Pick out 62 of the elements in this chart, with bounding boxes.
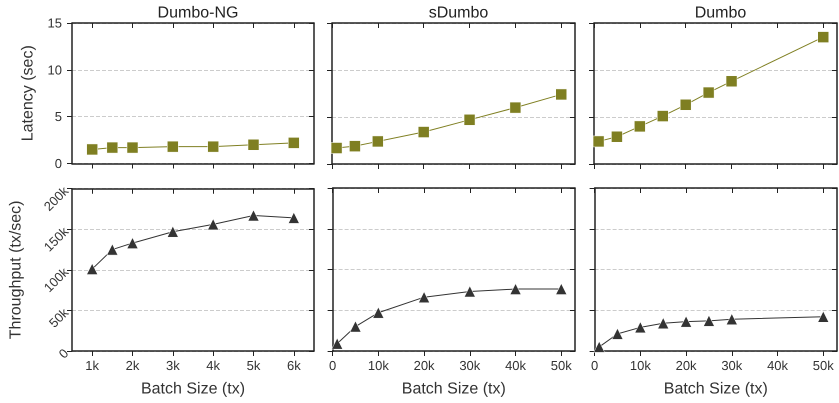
x-tick-label: 2k xyxy=(126,358,140,373)
point xyxy=(510,283,522,295)
point xyxy=(634,322,646,334)
point xyxy=(726,76,738,88)
point xyxy=(464,114,476,126)
point xyxy=(372,306,384,318)
point xyxy=(702,86,714,98)
x-tick-label: 6k xyxy=(286,358,302,373)
x-tick-label: 10k xyxy=(368,358,390,373)
x-tick-label: 50k xyxy=(550,358,572,373)
point xyxy=(680,99,692,111)
chart-title: sDumbo xyxy=(428,4,488,22)
point xyxy=(349,140,361,152)
point xyxy=(817,31,829,43)
point xyxy=(657,318,669,330)
point xyxy=(510,102,522,114)
chart-title: Dumbo-NG xyxy=(158,4,238,22)
y-tick-label: 10 xyxy=(48,62,62,78)
point xyxy=(611,130,623,142)
y-tick-label: 50k xyxy=(46,304,72,331)
point xyxy=(350,320,362,332)
point xyxy=(818,311,830,323)
chart-title: Dumbo xyxy=(694,4,746,22)
point xyxy=(556,283,568,295)
point xyxy=(612,328,624,340)
point xyxy=(418,126,430,138)
y-axis-title: Throughput (tx/sec) xyxy=(8,200,24,340)
y-tick-label: 15 xyxy=(48,16,62,30)
y-axis-title: Latency (sec) xyxy=(20,45,36,142)
point xyxy=(464,286,476,298)
x-tick-label: 20k xyxy=(414,358,436,373)
point xyxy=(703,315,715,327)
point xyxy=(331,338,343,350)
point xyxy=(372,136,384,148)
x-axis-title: Batch Size (tx) xyxy=(140,380,246,398)
point xyxy=(657,110,669,122)
point xyxy=(634,120,646,132)
y-tick-label: 0 xyxy=(56,346,72,362)
x-tick-label: 30k xyxy=(459,358,481,373)
x-tick-label: 10k xyxy=(630,358,652,373)
x-tick-label: 5k xyxy=(246,358,261,373)
point xyxy=(418,291,430,303)
x-tick-label: 40k xyxy=(767,358,789,373)
y-tick-label: 0 xyxy=(54,156,62,171)
x-tick-label: 30k xyxy=(721,358,743,373)
x-tick-label: 0 xyxy=(591,358,598,373)
y-tick-label: 5 xyxy=(54,109,62,124)
point xyxy=(555,88,567,100)
x-tick-label: 50k xyxy=(812,358,834,373)
x-tick-label: 3k xyxy=(166,358,180,373)
point xyxy=(726,313,738,325)
x-tick-label: 1k xyxy=(85,358,100,373)
x-tick-label: 40k xyxy=(505,358,527,373)
x-tick-label: 20k xyxy=(676,358,698,373)
x-tick-label: 0 xyxy=(329,358,336,373)
point xyxy=(680,316,692,328)
x-axis-title: Batch Size (tx) xyxy=(402,380,506,398)
point xyxy=(593,341,605,353)
x-axis-title: Batch Size (tx) xyxy=(664,380,768,398)
x-tick-label: 4k xyxy=(206,358,221,373)
point xyxy=(330,142,342,154)
point xyxy=(592,136,604,148)
